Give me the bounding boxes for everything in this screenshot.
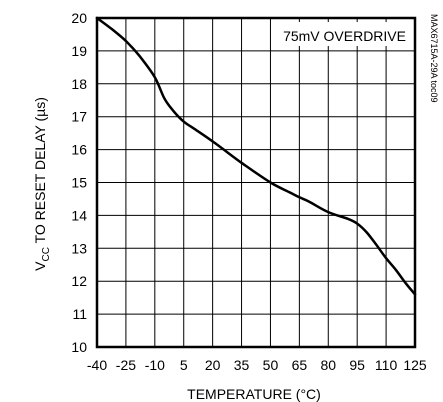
x-tick-label: 125 <box>403 357 427 373</box>
y-tick-label: 20 <box>71 10 87 26</box>
x-tick-label: 95 <box>349 357 365 373</box>
x-tick-label: -25 <box>116 357 136 373</box>
x-tick-label: 50 <box>263 357 279 373</box>
y-tick-label: 17 <box>71 109 87 125</box>
series-group <box>95 16 417 296</box>
series-line <box>95 16 417 296</box>
x-tick-label: 80 <box>320 357 336 373</box>
figure-code: MAX6715A-29A toc09 <box>429 14 439 103</box>
y-tick-label: 16 <box>71 142 87 158</box>
y-axis-title-main: V <box>32 261 48 271</box>
annotation: 75mV OVERDRIVE <box>283 28 406 44</box>
x-tick-label: 35 <box>234 357 250 373</box>
x-tick-label: 110 <box>375 357 398 373</box>
x-axis-title: TEMPERATURE (°C) <box>187 386 321 402</box>
y-tick-label: 19 <box>71 43 87 59</box>
y-tick-label: 10 <box>71 339 87 355</box>
y-tick-label: 15 <box>71 175 87 191</box>
y-axis-title-subscript: CC <box>41 247 52 261</box>
x-tick-label: 5 <box>180 357 188 373</box>
x-tick-label: 20 <box>205 357 221 373</box>
grid <box>96 17 416 348</box>
x-tick-labels: -40 -25 -10 5 20 35 50 65 80 95 110 125 <box>87 357 427 373</box>
x-tick-label: -40 <box>87 357 107 373</box>
annotation-background <box>280 22 410 46</box>
y-tick-label: 11 <box>72 306 87 322</box>
x-tick-label: 65 <box>292 357 308 373</box>
x-tick-label: -10 <box>145 357 165 373</box>
y-tick-label: 18 <box>71 76 87 92</box>
y-axis-title-rest: TO RESET DELAY (µs) <box>32 97 48 247</box>
y-axis-title: VCC TO RESET DELAY (µs) <box>32 97 52 271</box>
y-tick-label: 14 <box>71 207 87 223</box>
plot-frame <box>95 16 417 349</box>
y-tick-label: 12 <box>71 273 87 289</box>
y-tick-label: 13 <box>71 240 87 256</box>
y-tick-labels: 10 11 12 13 14 15 16 17 18 19 20 <box>71 10 87 355</box>
